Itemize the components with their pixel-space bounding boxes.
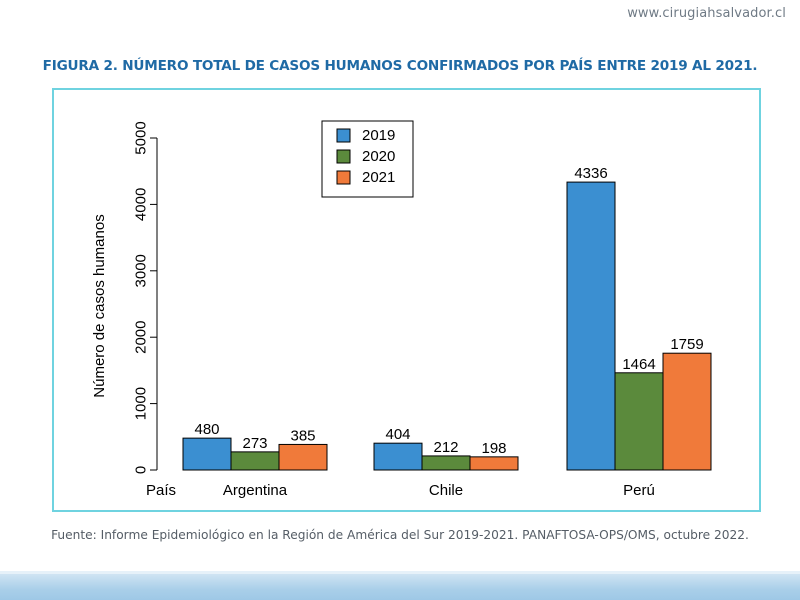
legend-label: 2020	[362, 148, 395, 165]
x-tick-label: Perú	[623, 482, 655, 499]
bars: 480 273 385 Argentina 404 212 198 Chile 4336 1464…	[182, 165, 712, 499]
data-label-perú-2021: 1759	[670, 336, 703, 353]
chart-frame: 0 1000 2000 3000 4000 5000 Número de casos hu…	[52, 88, 761, 512]
footer-divider	[0, 571, 800, 574]
y-axis: 0 1000 2000 3000 4000 5000	[133, 121, 158, 474]
legend-label: 2019	[362, 127, 395, 144]
bar-argentina-2021	[278, 443, 328, 471]
bar-chile-2019	[373, 442, 423, 471]
legend-label: 2021	[362, 169, 395, 186]
footer-bar	[0, 574, 800, 600]
bar-chile-2021	[469, 456, 519, 471]
data-label-chile-2021: 198	[481, 440, 506, 457]
bar-group-chile: 404 212 198 Chile	[373, 426, 519, 499]
bar-perú-2019	[566, 181, 616, 471]
bar-argentina-2020	[230, 451, 280, 471]
source-note: Fuente: Informe Epidemiológico en la Reg…	[51, 528, 749, 542]
data-label-chile-2020: 212	[433, 439, 458, 456]
figure-title: FIGURA 2. NÚMERO TOTAL DE CASOS HUMANOS …	[42, 58, 758, 74]
bar-group-argentina: 480 273 385 Argentina	[182, 421, 328, 499]
x-axis-label: País	[146, 482, 176, 499]
y-tick-label: 2000	[133, 321, 150, 354]
legend-item-2019: 2019	[336, 127, 395, 144]
data-label-argentina-2020: 273	[242, 435, 267, 452]
y-tick-label: 3000	[133, 254, 150, 287]
data-label-argentina-2021: 385	[290, 427, 315, 444]
data-label-perú-2019: 4336	[574, 165, 607, 182]
legend-swatch	[336, 149, 351, 164]
bar-perú-2020	[614, 372, 664, 471]
data-label-chile-2019: 404	[385, 426, 410, 443]
bar-group-perú: 4336 1464 1759 Perú	[566, 165, 712, 499]
data-label-perú-2020: 1464	[622, 356, 655, 373]
x-tick-label: Argentina	[223, 482, 288, 499]
data-label-argentina-2019: 480	[194, 421, 219, 438]
y-tick-label: 1000	[133, 387, 150, 420]
site-url: www.cirugiahsalvador.cl	[627, 6, 786, 21]
y-tick-label: 0	[133, 466, 150, 474]
legend-swatch	[336, 128, 351, 143]
x-tick-label: Chile	[429, 482, 463, 499]
legend: 2019 2020 2021	[321, 120, 414, 198]
bar-chart: 0 1000 2000 3000 4000 5000 Número de casos hu…	[91, 120, 712, 499]
bar-perú-2021	[662, 352, 712, 471]
legend-item-2020: 2020	[336, 148, 395, 165]
bar-chile-2020	[421, 455, 471, 471]
y-tick-label: 5000	[133, 121, 150, 154]
legend-swatch	[336, 170, 351, 185]
y-axis-label: Número de casos humanos	[91, 214, 108, 397]
bar-argentina-2019	[182, 437, 232, 471]
legend-item-2021: 2021	[336, 169, 395, 186]
y-tick-label: 4000	[133, 188, 150, 221]
